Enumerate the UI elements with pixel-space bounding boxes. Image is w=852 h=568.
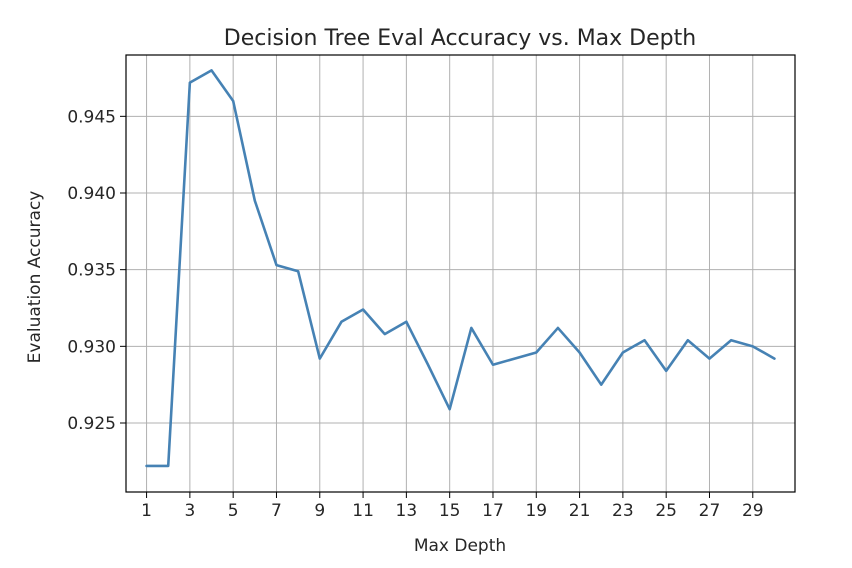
y-tick-label: 0.930 [67, 337, 116, 357]
x-tick-label: 3 [184, 501, 195, 521]
chart-title: Decision Tree Eval Accuracy vs. Max Dept… [224, 26, 696, 51]
x-tick-label: 11 [352, 501, 374, 521]
x-tick-label: 1 [141, 501, 152, 521]
grid-layer [126, 55, 795, 492]
y-tick-label: 0.925 [67, 414, 116, 434]
x-tick-label: 19 [525, 501, 547, 521]
x-tick-label: 25 [655, 501, 677, 521]
y-tick-label: 0.940 [67, 184, 116, 204]
x-tick-label: 17 [482, 501, 504, 521]
y-tick-label: 0.935 [67, 261, 116, 281]
series-line [145, 69, 776, 468]
y-tick-label: 0.945 [67, 107, 116, 127]
x-tick-label: 5 [228, 501, 239, 521]
x-axis-label: Max Depth [414, 536, 506, 556]
x-tick-label: 29 [742, 501, 764, 521]
x-tick-label: 27 [699, 501, 721, 521]
x-tick-label: 21 [569, 501, 591, 521]
tick-layer: 1 3 5 7 9 11 13 15 17 19 21 23 25 27 290.9250.9300.935… [67, 107, 763, 521]
x-tick-label: 13 [396, 501, 418, 521]
line-layer [145, 69, 776, 468]
x-tick-label: 15 [439, 501, 461, 521]
x-tick-label: 23 [612, 501, 634, 521]
plot-frame [125, 54, 796, 493]
x-tick-label: 9 [314, 501, 325, 521]
y-axis-label: Evaluation Accuracy [25, 191, 45, 364]
x-tick-label: 7 [271, 501, 282, 521]
